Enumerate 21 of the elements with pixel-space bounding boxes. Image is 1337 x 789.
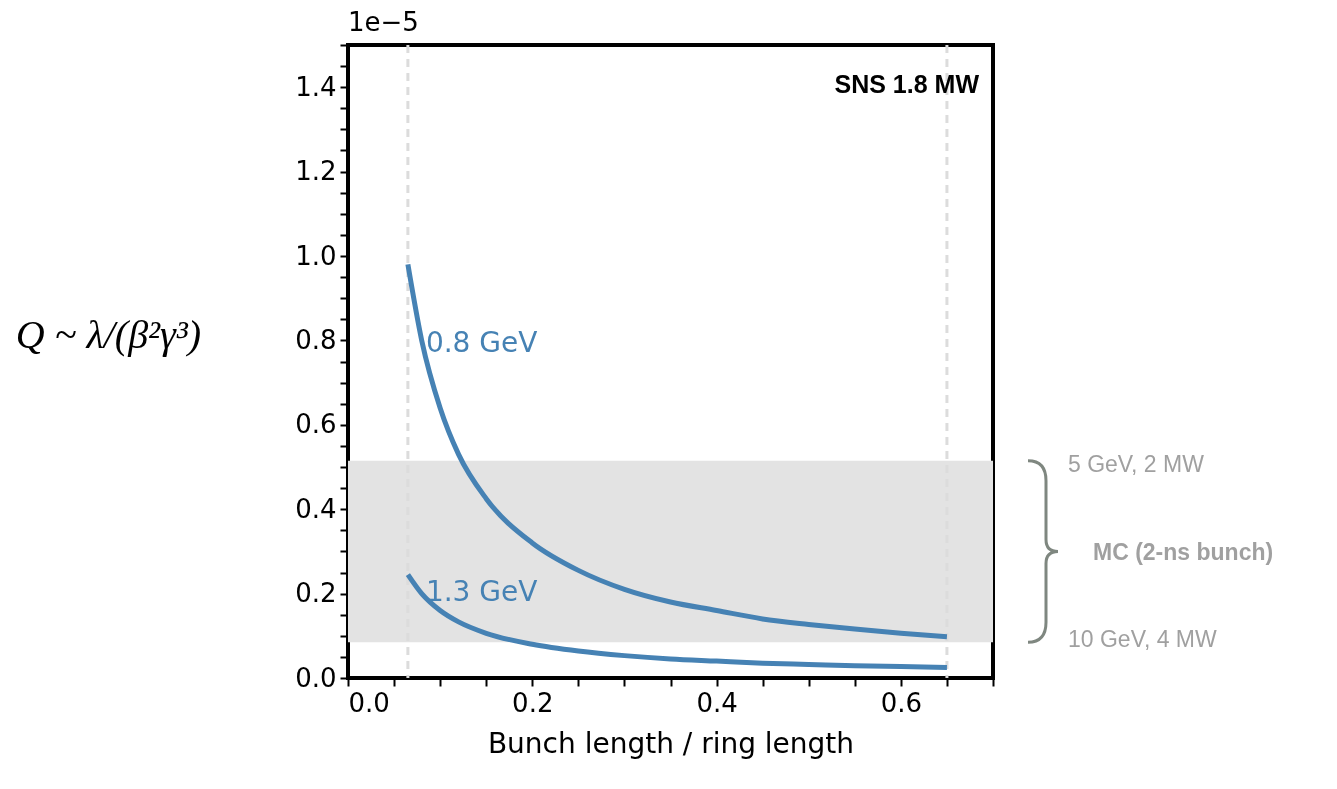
text: 1e−5 (348, 7, 419, 37)
x-tick-label: 0.0 (348, 687, 390, 718)
x-tick-label: 0.4 (696, 687, 738, 718)
x-axis-title: Bunch length / ring length (487, 726, 855, 760)
y-tick-label: 0.4 (295, 493, 337, 524)
text: MC (2-ns bunch) (1093, 539, 1274, 565)
y-tick-label: 0.2 (295, 578, 337, 609)
series-label: 0.8 GeV (425, 326, 538, 360)
x-tick-label: 0.2 (512, 687, 554, 718)
y-tick-label: 1.2 (295, 156, 337, 187)
y-tick-label: 0.8 (295, 324, 337, 355)
y-tick-label: 0.6 (295, 409, 337, 440)
series-label: 1.3 GeV (425, 574, 538, 608)
y-tick-label: 1.0 (295, 240, 337, 271)
text: 5 GeV, 2 MW (1068, 451, 1205, 477)
y-tick-label: 1.4 (295, 71, 337, 102)
x-tick-label: 0.6 (880, 687, 923, 718)
text: 10 GeV, 4 MW (1068, 626, 1218, 652)
y-tick-label: 0.0 (295, 662, 337, 693)
annotation: SNS 1.8 MW (834, 70, 980, 98)
y-axis-title: Q ~ λ/(β²γ³) (15, 311, 202, 357)
